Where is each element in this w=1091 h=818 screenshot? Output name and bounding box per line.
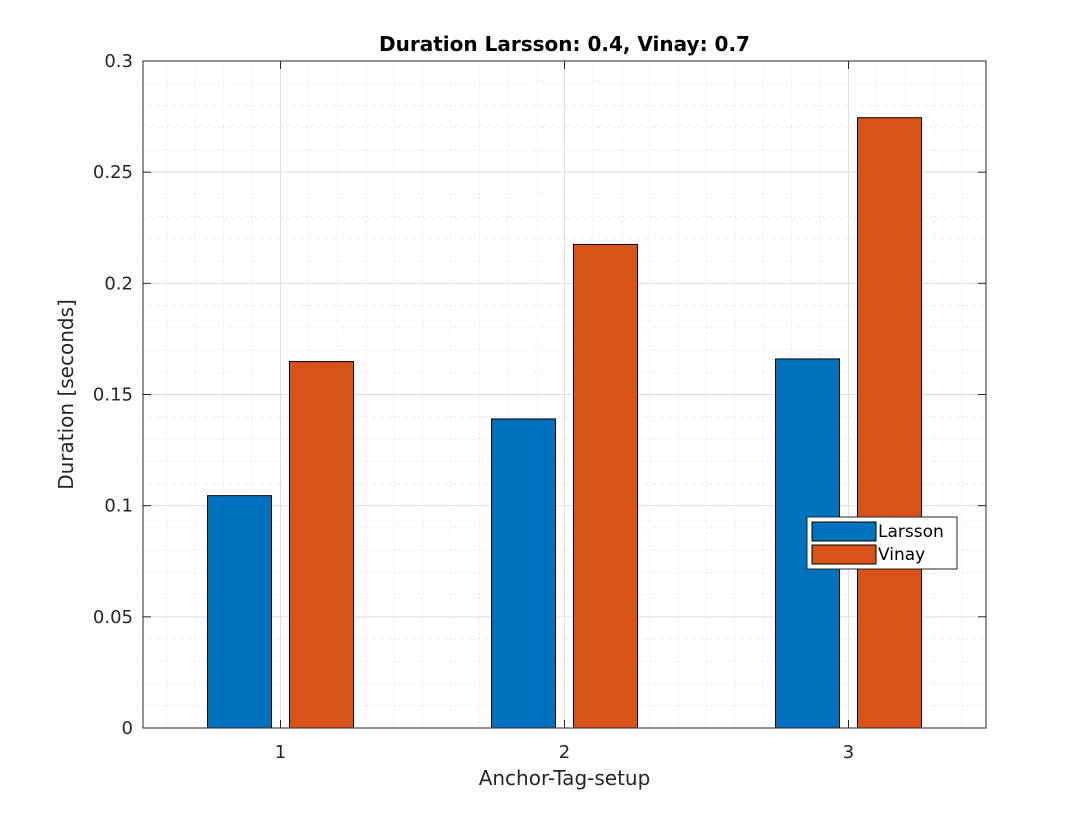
bar-larsson-2: [491, 418, 556, 729]
chart-title: Duration Larsson: 0.4, Vinay: 0.7: [379, 32, 750, 56]
legend-swatch-larsson: [811, 521, 877, 542]
y-tick-label: 0.3: [104, 51, 133, 72]
y-axis-label: Duration [seconds]: [54, 299, 78, 490]
x-axis-label: Anchor-Tag-setup: [479, 766, 651, 790]
x-tick-labels: 1 2 3: [275, 742, 854, 763]
y-tick-label: 0.2: [104, 273, 133, 294]
y-tick-label: 0: [122, 718, 133, 739]
legend-swatch-vinay: [811, 544, 877, 565]
x-tick-label: 3: [843, 742, 854, 763]
x-tick-label: 2: [559, 742, 570, 763]
legend-label-larsson: Larsson: [878, 522, 944, 542]
bar-vinay-1: [289, 361, 354, 729]
bar-vinay-2: [573, 243, 638, 729]
x-tick-label: 1: [275, 742, 286, 763]
y-tick-label: 0.15: [93, 385, 133, 406]
legend-label-vinay: Vinay: [878, 545, 925, 565]
bar-vinay-3: [857, 117, 922, 729]
y-tick-label: 0.1: [104, 496, 133, 517]
bars: [207, 117, 922, 729]
y-tick-label: 0.05: [93, 607, 133, 628]
y-tick-label: 0.25: [93, 162, 133, 183]
y-tick-labels: 0 0.05 0.1 0.15 0.2 0.25 0.3: [93, 51, 133, 739]
legend: Larsson Vinay: [806, 516, 958, 570]
ticks: [143, 60, 986, 729]
bar-larsson-1: [207, 495, 272, 729]
